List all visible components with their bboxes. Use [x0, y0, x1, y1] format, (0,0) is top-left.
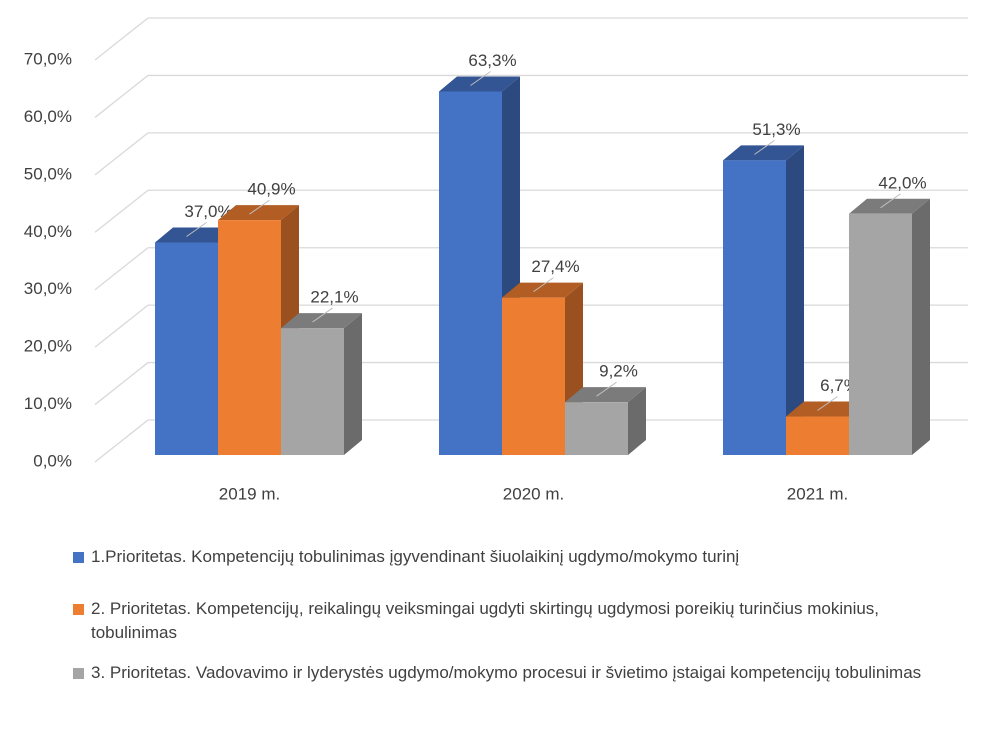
leader-line [470, 71, 491, 86]
leader-line [249, 199, 270, 215]
bar-side [628, 387, 646, 455]
grid-line [94, 304, 149, 348]
data-label: 40,9% [247, 180, 295, 199]
y-tick-label: 30,0% [24, 279, 72, 298]
y-tick-label: 50,0% [24, 164, 72, 183]
bar [565, 402, 628, 455]
x-tick-label: 2021 m. [787, 484, 848, 503]
bar-side [912, 198, 930, 456]
legend-swatch [73, 668, 84, 679]
bar-top [786, 401, 867, 417]
legend-swatch [73, 552, 84, 563]
bar-side [786, 145, 804, 456]
y-tick-label: 40,0% [24, 222, 72, 241]
grid-line [94, 132, 149, 176]
y-tick-label: 20,0% [24, 337, 72, 356]
bar-top [565, 387, 646, 403]
bar-top [502, 282, 583, 298]
grid-line [94, 419, 149, 463]
bar-top [439, 76, 520, 92]
y-tick-label: 0,0% [33, 451, 72, 470]
y-tick-label: 70,0% [24, 49, 72, 68]
data-label: 63,3% [468, 51, 516, 70]
legend-item: 3. Prioritetas. Vadovavimo ir lyderystės… [73, 661, 963, 685]
bar-top [281, 313, 362, 329]
grid-line [94, 189, 149, 233]
bar [155, 242, 218, 455]
data-label: 27,4% [531, 257, 579, 276]
leader-line [533, 277, 554, 293]
data-label: 37,0% [184, 202, 232, 221]
bar [849, 213, 912, 455]
grid-line [94, 74, 149, 118]
legend-item: 1.Prioritetas. Kompetencijų tobulinimas … [73, 545, 963, 569]
x-tick-label: 2019 m. [219, 484, 280, 503]
legend: 1.Prioritetas. Kompetencijų tobulinimas … [73, 545, 963, 701]
legend-item: 2. Prioritetas. Kompetencijų, reikalingų… [73, 597, 963, 645]
x-tick-label: 2020 m. [503, 484, 564, 503]
bar [723, 160, 786, 456]
grid-line [94, 17, 149, 61]
chart: 0,0% 10,0% 20,0% 30,0% 40,0% 50,0% 60,0% 70,0% 2… [24, 17, 968, 503]
bar-side [344, 313, 362, 455]
bar [786, 416, 849, 455]
bar [218, 220, 281, 455]
leader-line [817, 396, 838, 411]
bar-top [723, 145, 804, 161]
legend-label: 1.Prioritetas. Kompetencijų tobulinimas … [91, 547, 740, 566]
grid-line [94, 362, 149, 406]
legend-swatch [73, 604, 84, 615]
legend-label: 3. Prioritetas. Vadovavimo ir lyderystės… [91, 663, 922, 682]
legend-label: 2. Prioritetas. Kompetencijų, reikalingų… [91, 599, 880, 642]
leader-line [880, 193, 901, 209]
leader-line [312, 307, 333, 323]
grid-line [94, 247, 149, 291]
bar [502, 297, 565, 455]
y-tick-label: 10,0% [24, 394, 72, 413]
data-label: 9,2% [599, 362, 638, 381]
bar-top [218, 205, 299, 221]
bar [281, 328, 344, 455]
bar-top [155, 227, 236, 243]
data-label: 42,0% [878, 173, 926, 192]
leader-line [754, 139, 775, 155]
bar [439, 91, 502, 455]
leader-line [596, 381, 617, 397]
y-tick-label: 60,0% [24, 107, 72, 126]
leader-line [186, 222, 207, 237]
bar-top [849, 198, 930, 214]
data-label: 22,1% [310, 288, 358, 307]
data-label: 51,3% [752, 120, 800, 139]
